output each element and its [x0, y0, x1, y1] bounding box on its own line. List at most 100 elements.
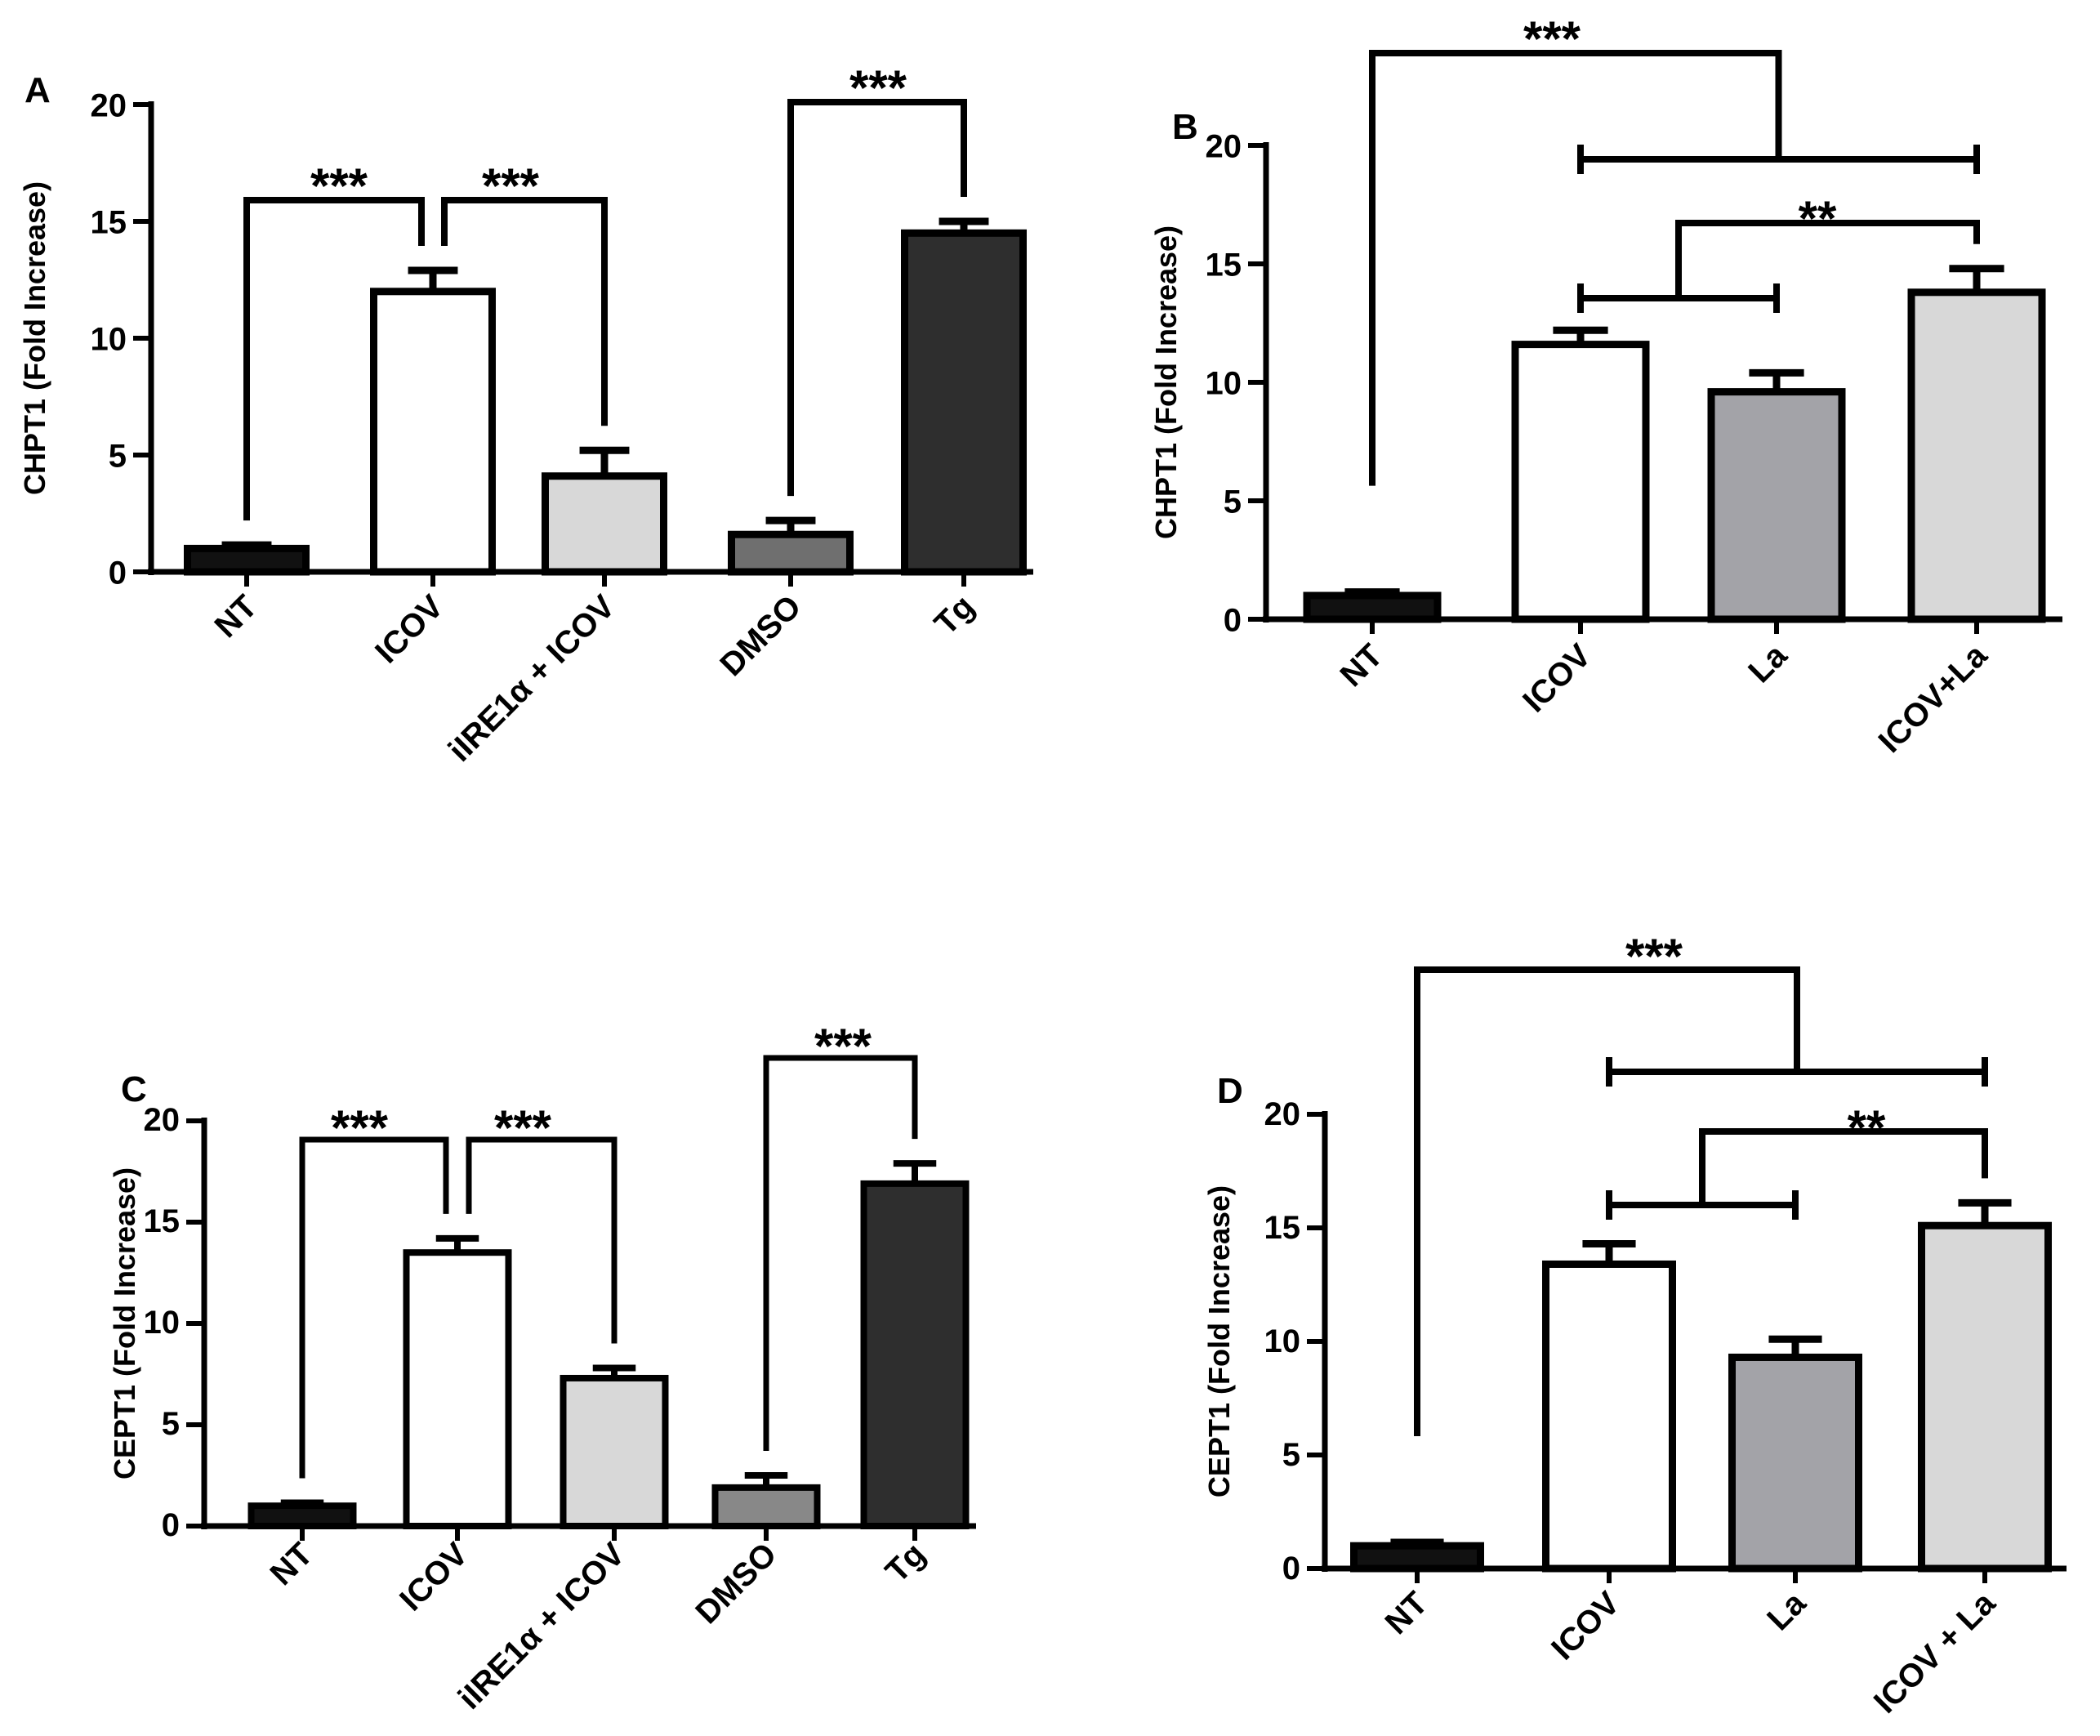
- error-bar-1: [280, 1499, 324, 1506]
- bar-4: [1907, 288, 2046, 623]
- error-bar-1: [1390, 1538, 1444, 1546]
- significance-label: ***: [814, 1019, 872, 1073]
- y-tick-label: 0: [1282, 1551, 1300, 1586]
- y-tick-label: 0: [162, 1507, 180, 1543]
- panel-letter: A: [25, 70, 51, 110]
- category-label: NT: [264, 1536, 320, 1592]
- category-label: ICOV: [1516, 637, 1598, 719]
- bar-1: [247, 1502, 357, 1529]
- significance-bracket: [466, 1136, 618, 1344]
- bar-3: [542, 472, 667, 576]
- y-tick-label: 5: [162, 1406, 180, 1442]
- bar-2: [1511, 341, 1650, 623]
- panel-d: D 0 5 10 15 20 NT ICOV La ICOV + La CEPT1 (Fold In…: [1202, 929, 2067, 1720]
- y-tick-label: 15: [1264, 1210, 1301, 1246]
- significance-bracket: [1414, 966, 1988, 1437]
- bar-5: [860, 1180, 970, 1529]
- y-tick-label: 0: [109, 555, 127, 591]
- significance-label: ***: [310, 158, 368, 213]
- y-tick-label: 15: [91, 204, 127, 240]
- error-bar-2: [408, 266, 458, 292]
- y-axis-label: CHPT1 (Fold Increase): [18, 181, 51, 495]
- significance-label: ***: [849, 60, 907, 115]
- bar-1: [1350, 1542, 1484, 1573]
- category-label: Tg: [928, 588, 982, 642]
- error-bar-3: [1749, 368, 1804, 392]
- category-label: NT: [208, 588, 265, 645]
- error-bar-1: [1344, 588, 1400, 596]
- category-label: NT: [1379, 1585, 1435, 1641]
- significance-bracket: [299, 1136, 449, 1479]
- panel-b: B 0 5 10 15 20 NT ICOV La ICOV+La CHPT1 (Fold Incr…: [1149, 11, 2062, 760]
- bar-1: [184, 544, 310, 576]
- significance-label: **: [1799, 191, 1837, 246]
- y-tick-label: 20: [1206, 128, 1242, 164]
- significance-bracket: [1577, 220, 1980, 313]
- category-label: DMSO: [713, 588, 808, 683]
- category-label: iIRE1α + ICOV: [452, 1536, 632, 1716]
- category-label: La: [1741, 637, 1795, 690]
- bar-2: [370, 288, 496, 576]
- y-axis-label: CHPT1 (Fold Increase): [1149, 225, 1183, 539]
- error-bar-3: [1768, 1335, 1822, 1358]
- error-bar-4: [1949, 265, 2004, 292]
- bar-4: [1918, 1221, 2052, 1573]
- error-bar-3: [592, 1364, 636, 1378]
- category-label: ICOV+La: [1872, 637, 1995, 760]
- significance-label: ***: [331, 1100, 389, 1155]
- error-bar-4: [744, 1472, 788, 1488]
- significance-bracket: [1369, 50, 1980, 486]
- panel-letter: D: [1217, 1071, 1243, 1111]
- significance-label: **: [1848, 1100, 1886, 1155]
- y-tick-label: 10: [91, 321, 127, 357]
- y-tick-label: 20: [91, 87, 127, 123]
- significance-bracket: [763, 1055, 918, 1451]
- panel-letter: B: [1172, 107, 1198, 147]
- y-axis-label: CEPT1 (Fold Increase): [1202, 1185, 1236, 1497]
- significance-bracket: [787, 99, 967, 497]
- bar-3: [1728, 1353, 1862, 1573]
- bar-4: [711, 1484, 821, 1530]
- category-label: DMSO: [689, 1536, 783, 1631]
- category-label: Tg: [879, 1536, 933, 1590]
- bar-3: [560, 1374, 669, 1529]
- y-tick-label: 0: [1224, 602, 1242, 638]
- category-label: ICOV + La: [1867, 1585, 2003, 1720]
- bar-3: [1707, 388, 1846, 623]
- bar-4: [728, 530, 854, 576]
- y-tick-label: 20: [1264, 1096, 1301, 1132]
- error-bar-4: [765, 516, 816, 535]
- category-label: NT: [1334, 637, 1390, 694]
- significance-bracket: [1606, 1128, 1988, 1220]
- y-tick-label: 15: [1206, 247, 1242, 283]
- category-label: iIRE1α + ICOV: [442, 588, 622, 769]
- error-bar-4: [1958, 1198, 2012, 1226]
- error-bar-2: [1553, 326, 1608, 345]
- bar-5: [901, 229, 1027, 576]
- y-tick-label: 10: [1206, 365, 1242, 401]
- error-bar-1: [221, 541, 272, 549]
- bar-1: [1303, 591, 1442, 623]
- significance-label: ***: [482, 158, 540, 213]
- error-bar-2: [435, 1234, 479, 1253]
- category-label: ICOV: [1545, 1585, 1626, 1667]
- category-label: La: [1760, 1585, 1813, 1638]
- y-tick-label: 5: [109, 438, 127, 474]
- significance-bracket: [243, 197, 425, 521]
- significance-label: ***: [494, 1100, 552, 1155]
- error-bar-5: [893, 1160, 937, 1184]
- significance-label: ***: [1523, 11, 1581, 66]
- y-axis-label: CEPT1 (Fold Increase): [108, 1167, 141, 1479]
- significance-bracket: [441, 197, 608, 426]
- error-bar-3: [579, 446, 630, 476]
- y-tick-label: 5: [1224, 484, 1242, 520]
- y-tick-label: 20: [144, 1102, 181, 1138]
- error-bar-5: [939, 217, 989, 234]
- bar-2: [1542, 1260, 1676, 1573]
- y-tick-label: 15: [144, 1203, 181, 1239]
- bar-2: [403, 1249, 512, 1529]
- y-tick-label: 10: [1264, 1323, 1301, 1359]
